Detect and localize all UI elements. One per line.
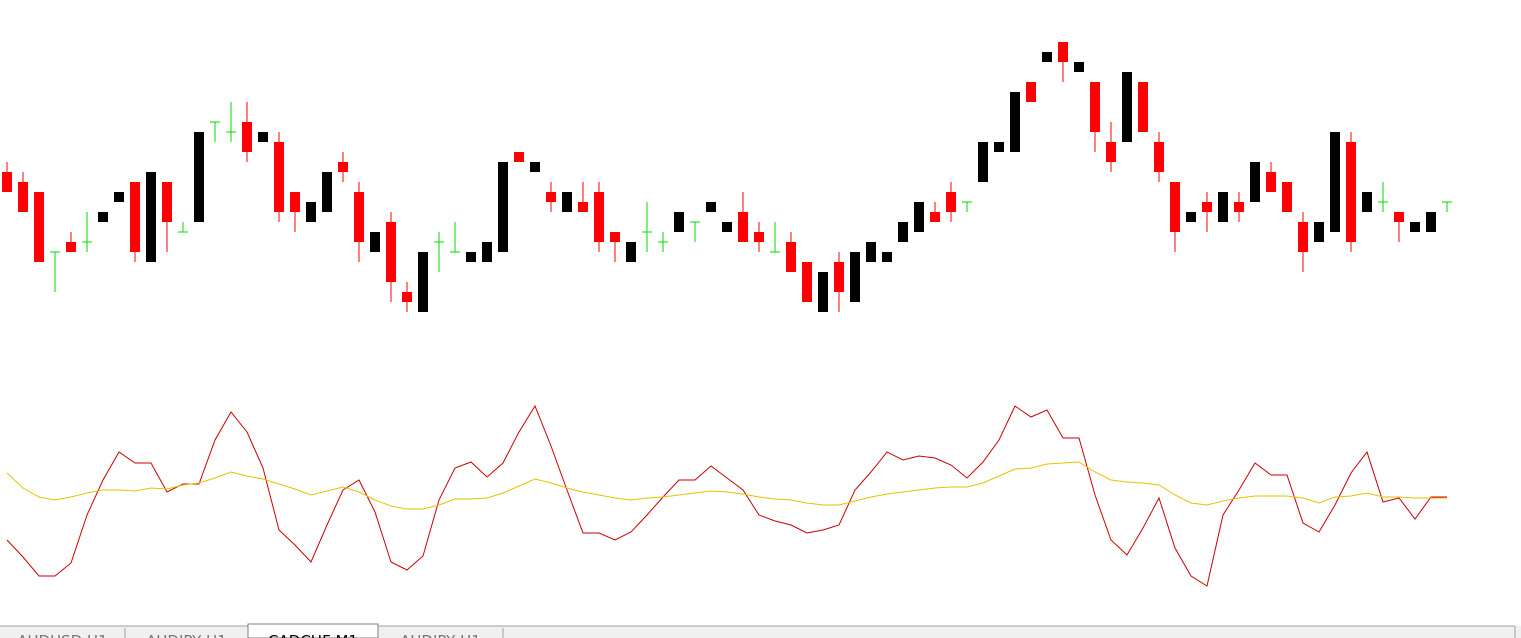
candle-body [898, 222, 908, 242]
candle-body [1234, 202, 1244, 212]
candle-body [1218, 192, 1228, 222]
candle-body [514, 152, 524, 162]
candle-body [1426, 212, 1436, 232]
candle-body [834, 262, 844, 292]
candle-body [882, 252, 892, 262]
candle-body [498, 162, 508, 252]
candle-body [482, 242, 492, 262]
candle-body [706, 202, 716, 212]
candle-body [1394, 212, 1404, 222]
candle-body [802, 262, 812, 302]
candle-body [866, 242, 876, 262]
candle-body [130, 182, 140, 252]
candle-body [674, 212, 684, 232]
candle-body [322, 172, 332, 212]
candle-body [146, 172, 156, 262]
candle-body [1026, 82, 1036, 102]
indicator-line [6, 404, 1447, 587]
candle-body [1186, 212, 1196, 222]
candle-body [1266, 172, 1276, 192]
candle-body [242, 122, 252, 152]
candle-body [1410, 222, 1420, 232]
candle-body [578, 202, 588, 212]
candle-body [338, 162, 348, 172]
candle-body [290, 192, 300, 212]
candle-body [546, 192, 556, 202]
candle-body [738, 212, 748, 242]
candle-body [306, 202, 316, 222]
candle-body [530, 162, 540, 172]
candle-body [818, 272, 828, 312]
tab-bar [0, 626, 1521, 638]
candle-body [466, 252, 476, 262]
candle-body [914, 202, 924, 232]
candle-body [994, 142, 1004, 152]
candle-body [370, 232, 380, 252]
candle-body [850, 252, 860, 302]
candle-body [594, 192, 604, 242]
candle-body [1074, 62, 1084, 72]
candle-body [1106, 142, 1116, 162]
candle-body [1058, 42, 1068, 62]
candle-body [1170, 182, 1180, 232]
candle-body [418, 252, 428, 312]
candle-body [1282, 182, 1292, 212]
candle-body [194, 132, 204, 222]
candle-body [946, 192, 956, 212]
tab-label[interactable]: AUDJPY,H1 [146, 632, 227, 638]
candle-body [2, 172, 12, 192]
candle-body [626, 242, 636, 262]
candle-body [1010, 92, 1020, 152]
tab-label[interactable]: AUDJPY,H1 [400, 632, 481, 638]
candle-body [1330, 132, 1340, 232]
candle-body [1298, 222, 1308, 252]
candle-body [66, 242, 76, 252]
candle-body [354, 192, 364, 242]
candle-body [1250, 162, 1260, 202]
candle-body [1202, 202, 1212, 212]
tab-active-bg [247, 623, 379, 638]
candle-body [386, 222, 396, 282]
candle-body [1122, 72, 1132, 142]
candle-body [1346, 142, 1356, 242]
candle-body [114, 192, 124, 202]
candle-body [610, 232, 620, 242]
candle-body [1090, 82, 1100, 132]
candle-body [722, 222, 732, 232]
candle-body [1042, 52, 1052, 62]
candle-body [402, 292, 412, 302]
candle-body [1362, 192, 1372, 212]
tab-label[interactable]: AUDUSD,H1 [17, 632, 107, 638]
candle-body [1154, 142, 1164, 172]
candle-body [18, 182, 28, 212]
candle-body [786, 242, 796, 272]
indicator-line [6, 461, 1447, 510]
candle-body [258, 132, 268, 142]
candle-body [1314, 222, 1324, 242]
candle-body [162, 182, 172, 222]
candle-body [978, 142, 988, 182]
tab-label[interactable]: CADCHF,M1 [268, 632, 358, 638]
candle-body [34, 192, 44, 262]
candle-body [562, 192, 572, 212]
candle-body [930, 212, 940, 222]
candle-body [98, 212, 108, 222]
candle-body [754, 232, 764, 242]
candle-body [1138, 82, 1148, 132]
candle-body [274, 142, 284, 212]
